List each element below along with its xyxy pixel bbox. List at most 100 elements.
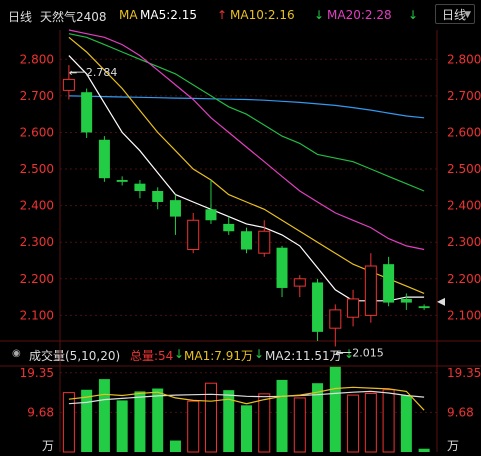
- volume-ma2: MA2:11.51万: [265, 349, 342, 363]
- candle: [240, 227, 253, 254]
- price-tick-label-right: 2.800: [447, 52, 481, 66]
- volume-tick-label-right: 9.68: [447, 405, 474, 419]
- candle-body: [293, 278, 306, 287]
- period-label: 日线: [8, 10, 33, 24]
- candle: [329, 304, 342, 347]
- volume-bar: [312, 383, 324, 452]
- price-tick-label-left: 2.800: [20, 52, 54, 66]
- price-tick-label-right: 2.100: [447, 308, 481, 322]
- volume-ma1-down-arrow-icon: ↓: [254, 347, 265, 361]
- volume-title: 成交量(5,10,20): [29, 349, 121, 363]
- candle: [276, 245, 288, 298]
- volume-total-down-arrow-icon: ↓: [174, 347, 185, 361]
- candle-body: [400, 298, 412, 303]
- ma5-value: MA5:2.15: [140, 8, 197, 22]
- price-tick-label-left: 2.100: [20, 308, 54, 322]
- current-price-marker-icon: [437, 297, 445, 306]
- price-tick-label-left: 2.700: [20, 89, 54, 103]
- ma-extra-down-arrow-icon: ↓: [408, 8, 419, 22]
- volume-bar: [187, 400, 200, 453]
- candle: [418, 304, 430, 310]
- annotation-arrow-icon: ←: [69, 68, 77, 79]
- annotation-arrow-icon: ←: [335, 348, 343, 359]
- candle-body: [312, 282, 324, 332]
- volume-bar: [152, 388, 164, 452]
- ma20-down-arrow-icon: ↓: [314, 8, 325, 22]
- ma10-up-arrow-icon: ↑: [217, 8, 228, 22]
- candle: [223, 216, 235, 235]
- volume-bar: [169, 440, 181, 452]
- candle-body: [223, 223, 235, 232]
- price-tick-label-left: 2.300: [20, 235, 54, 249]
- candle-body: [258, 230, 271, 254]
- price-tick-label-right: 2.600: [447, 125, 481, 139]
- candle-body: [364, 265, 377, 316]
- volume-bar: [418, 448, 430, 452]
- candle: [98, 136, 110, 182]
- volume-bar: [134, 391, 146, 452]
- price-tick-label-right: 2.200: [447, 272, 481, 286]
- volume-settings-icon[interactable]: ◉: [12, 348, 21, 359]
- candle: [62, 65, 75, 100]
- candle: [258, 220, 271, 257]
- candle-body: [329, 309, 342, 329]
- candle: [400, 293, 412, 310]
- price-tick-label-left: 2.600: [20, 125, 54, 139]
- volume-bar: [382, 389, 395, 453]
- candle-body: [116, 180, 128, 182]
- volume-ma2-down-arrow-icon: ↓: [344, 347, 355, 361]
- period-select[interactable]: 日线 ▼: [435, 4, 475, 24]
- volume-bar: [293, 397, 306, 453]
- candle-body: [205, 209, 217, 221]
- candle: [383, 256, 395, 307]
- ma-label: MA: [119, 8, 138, 22]
- candle-body: [152, 190, 164, 202]
- volume-tick-label-left: 19.35: [20, 366, 54, 380]
- chart-header: 日线 天然气2408 MA MA5:2.15 ↑ MA10:2.16 ↓ MA2…: [0, 0, 481, 30]
- price-tick-label-left: 2.400: [20, 199, 54, 213]
- symbol-name: 天然气2408: [40, 10, 107, 24]
- volume-bar: [223, 390, 235, 452]
- volume-bar: [116, 400, 128, 452]
- candle-body: [347, 298, 360, 318]
- candle-body: [240, 231, 253, 250]
- volume-ma1-line: [68, 386, 425, 411]
- volume-bar: [347, 394, 360, 453]
- volume-bar: [400, 395, 412, 452]
- volume-bar: [98, 379, 110, 452]
- candle: [364, 253, 377, 323]
- candle: [187, 212, 200, 254]
- volume-bar: [81, 389, 93, 452]
- volume-bar: [364, 392, 377, 453]
- volume-tick-label-right: 万: [447, 439, 459, 453]
- candle-body: [98, 139, 110, 179]
- candle: [81, 88, 93, 138]
- candle: [293, 275, 306, 298]
- candle: [169, 194, 181, 235]
- candle-body: [276, 247, 288, 288]
- annotation-label: 2.015: [352, 346, 384, 359]
- volume-bar: [329, 366, 341, 452]
- volume-tick-label-left: 9.68: [27, 405, 54, 419]
- price-tick-label-right: 2.700: [447, 89, 481, 103]
- volume-bar: [276, 379, 288, 452]
- volume-bar: [204, 382, 217, 453]
- volume-bar: [240, 405, 253, 452]
- candle: [205, 180, 217, 224]
- ma-long1-line: [68, 33, 425, 192]
- candle-body: [62, 78, 75, 91]
- price-tick-label-left: 2.500: [20, 162, 54, 176]
- candle: [116, 176, 128, 186]
- price-tick-label-right: 2.300: [447, 235, 481, 249]
- candle-body: [383, 264, 395, 303]
- ma20-value: MA20:2.28: [327, 8, 392, 22]
- volume-header: ◉ 成交量(5,10,20) 总量:54 ↓ MA1:7.91万 ↓ MA2:1…: [0, 346, 400, 364]
- candle-body: [169, 200, 181, 217]
- volume-ma2-line: [68, 390, 425, 405]
- volume-ma1: MA1:7.91万: [184, 349, 253, 363]
- candle: [312, 278, 324, 341]
- candle-body: [187, 219, 200, 251]
- volume-tick-label-right: 19.35: [447, 366, 481, 380]
- volume-bar: [62, 392, 75, 453]
